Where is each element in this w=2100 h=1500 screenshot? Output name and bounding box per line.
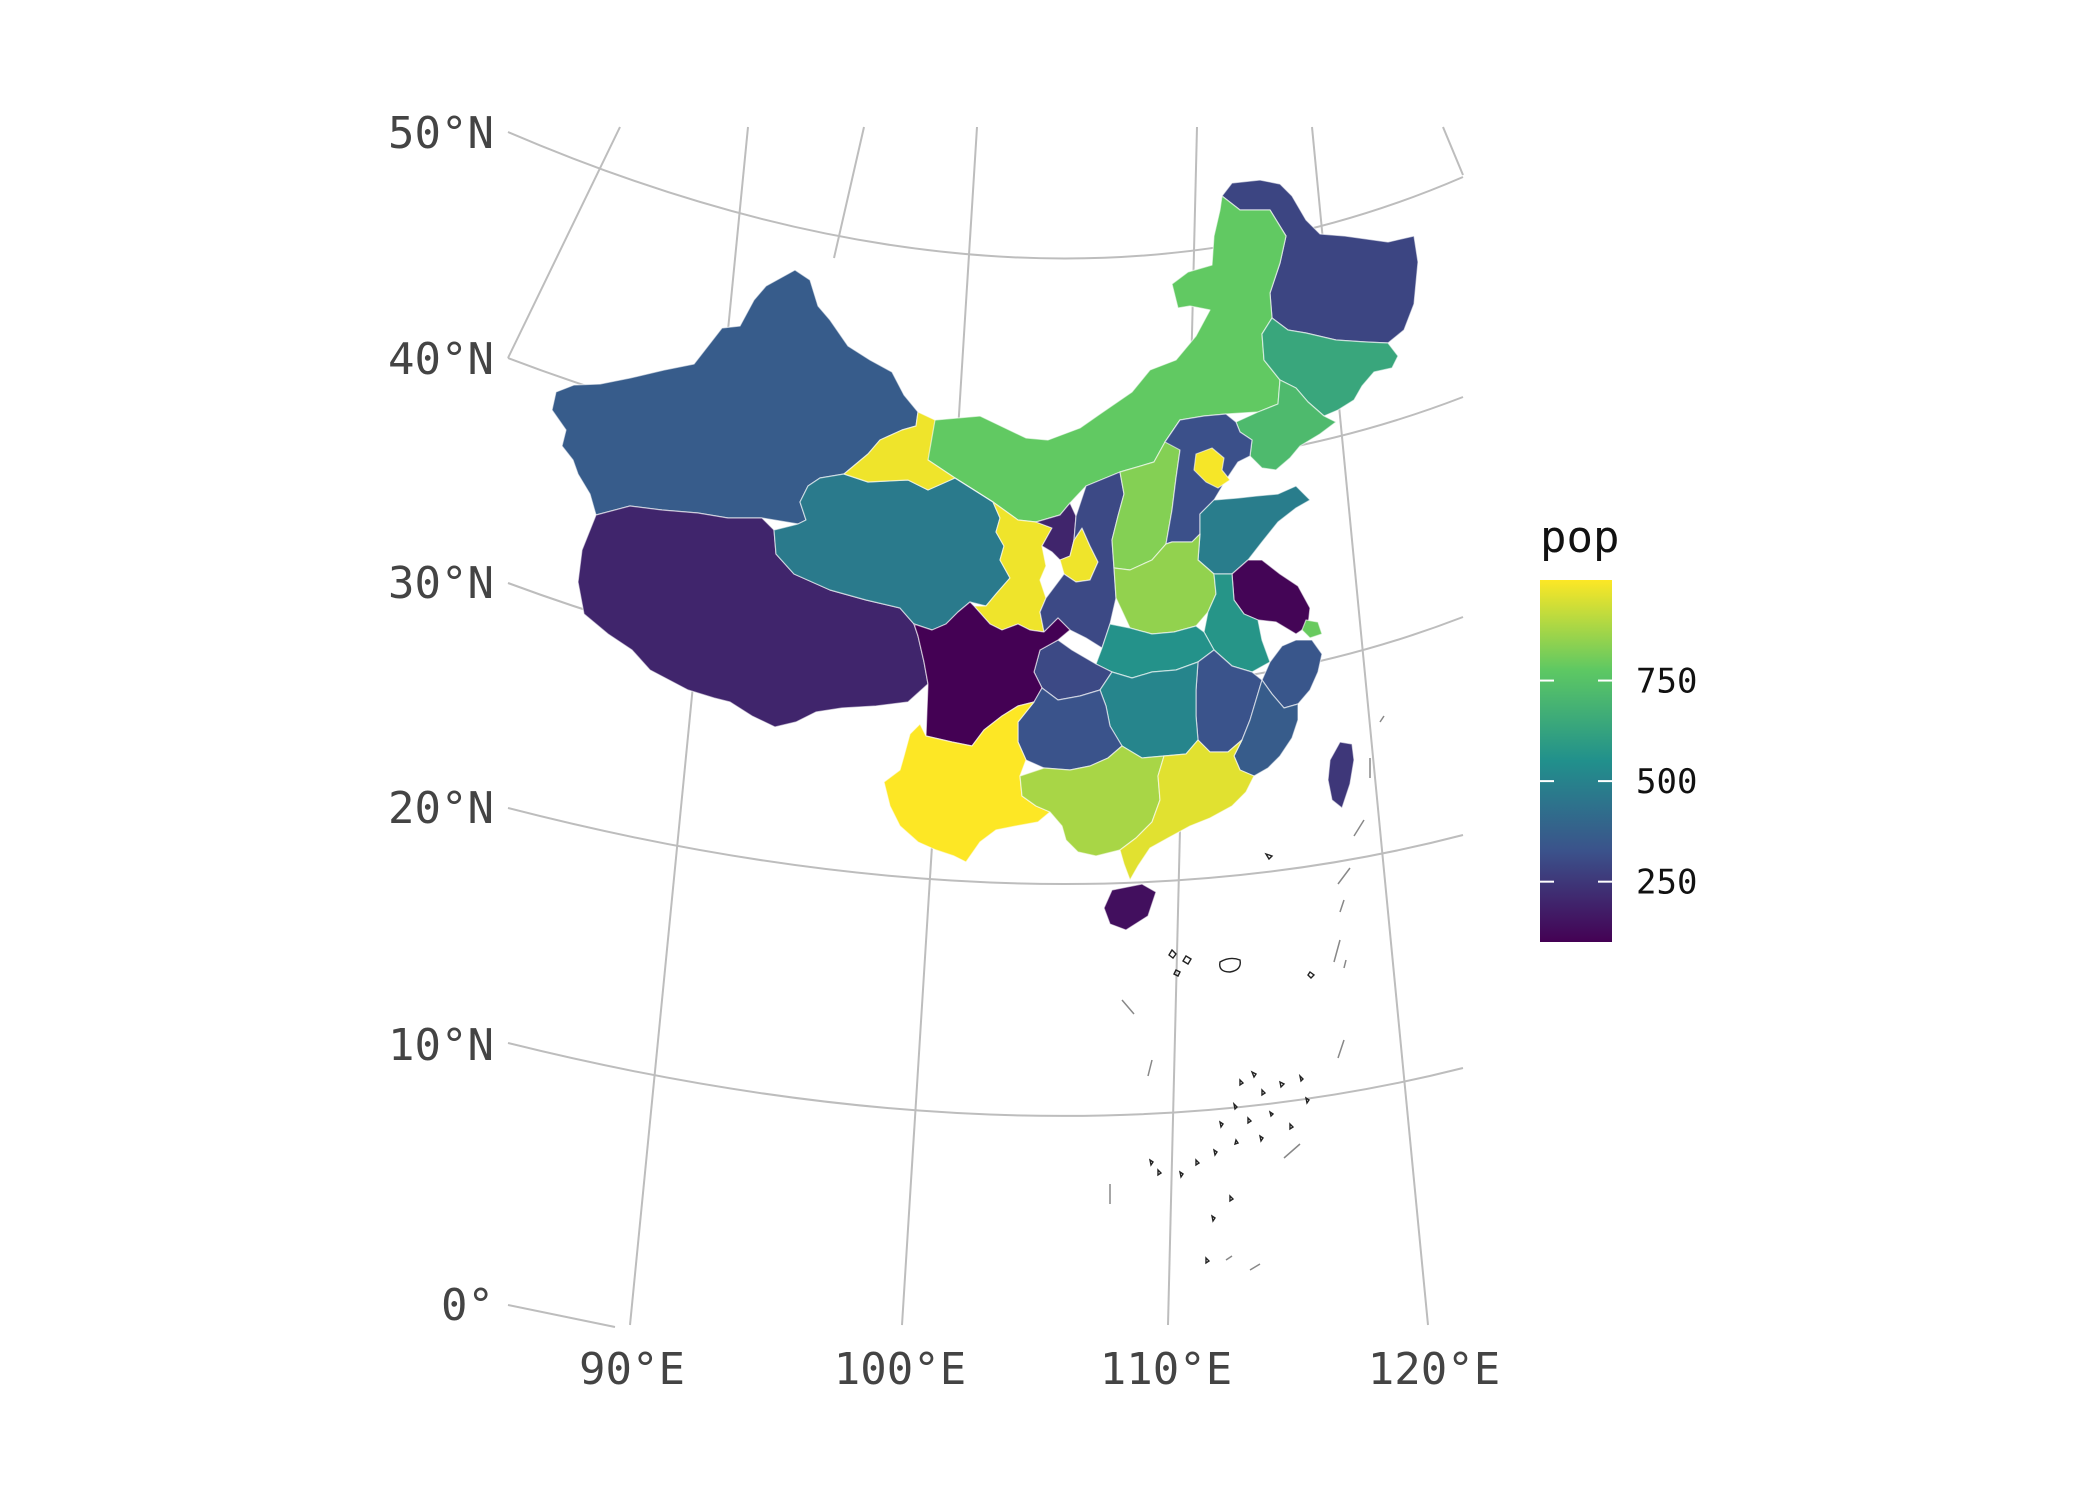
province-beijing — [1193, 447, 1231, 489]
island-cluster-5 — [1148, 1070, 1310, 1265]
province-hainan — [1103, 883, 1157, 931]
meridian-a — [507, 126, 621, 359]
meridian-g — [1442, 126, 1464, 176]
parallel-10 — [507, 1042, 1464, 1117]
legend-ticks: 750 500 250 — [1540, 662, 1697, 903]
lat-label-40: 40°N — [388, 334, 494, 385]
lat-label-10: 10°N — [388, 1020, 494, 1071]
lat-label-0: 0° — [441, 1280, 494, 1331]
parallel-20 — [507, 807, 1464, 885]
island-cluster-2 — [1219, 957, 1241, 973]
lon-label-90: 90°E — [579, 1344, 685, 1395]
province-liaoning — [1235, 379, 1337, 471]
south-china-sea — [1109, 715, 1385, 1271]
parallel-50 — [507, 131, 1464, 260]
legend: pop 750 500 250 — [1540, 512, 1697, 942]
lon-label-100: 100°E — [834, 1344, 966, 1395]
provinces — [551, 179, 1419, 931]
legend-tick-label-250: 250 — [1636, 863, 1697, 903]
island-4 — [1264, 852, 1274, 861]
lat-label-20: 20°N — [388, 783, 494, 834]
latitude-labels: 50°N 40°N 30°N 20°N 10°N 0° — [388, 108, 494, 1331]
province-yunnan — [883, 701, 1051, 863]
meridian-c — [833, 126, 865, 259]
legend-colorbar — [1540, 580, 1612, 942]
lon-label-120: 120°E — [1368, 1344, 1500, 1395]
legend-title: pop — [1540, 512, 1619, 563]
lat-label-30: 30°N — [388, 558, 494, 609]
province-shanghai — [1301, 619, 1323, 639]
island-cluster-1 — [1168, 948, 1192, 977]
province-guangdong — [1119, 739, 1255, 881]
meridian-b — [629, 126, 749, 1326]
island-3 — [1307, 970, 1316, 979]
province-anhui — [1203, 573, 1271, 673]
province-tibet — [577, 505, 929, 728]
lat-label-50: 50°N — [388, 108, 494, 159]
legend-tick-label-750: 750 — [1636, 662, 1697, 702]
longitude-labels: 90°E 100°E 110°E 120°E — [579, 1344, 1500, 1395]
lon-label-110: 110°E — [1100, 1344, 1232, 1395]
nine-dash-line — [1109, 715, 1385, 1271]
parallel-0 — [507, 1304, 616, 1328]
province-taiwan — [1327, 741, 1355, 809]
legend-tick-label-500: 500 — [1636, 762, 1697, 802]
